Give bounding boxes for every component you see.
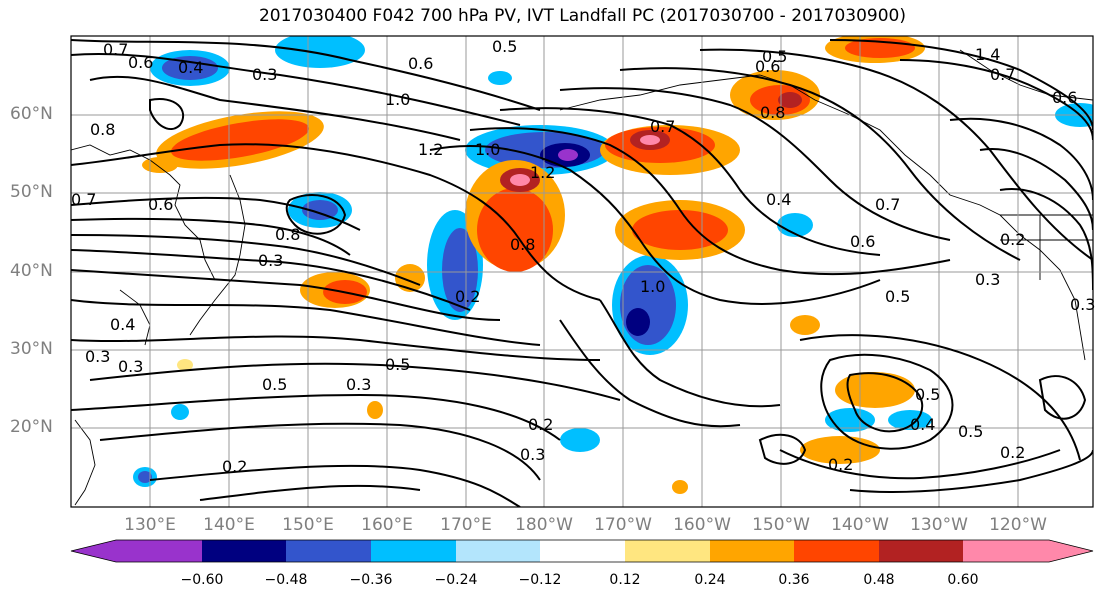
contour-label: 0.2 xyxy=(1000,230,1025,249)
contour-label: 0.6 xyxy=(408,54,433,73)
ivt-contours xyxy=(71,39,1093,507)
lon-label: 140°E xyxy=(203,515,255,535)
map-frame xyxy=(70,35,1094,508)
contour-label: 0.3 xyxy=(346,375,371,394)
colorbar-tick-label: 0.60 xyxy=(947,572,979,588)
contour-label: 0.6 xyxy=(1052,88,1077,107)
colorbar-tick-label: −0.60 xyxy=(180,572,224,588)
colorbar-extend-low xyxy=(71,540,116,562)
colorbar-tick-label: 0.36 xyxy=(778,572,810,588)
colorbar-swatch xyxy=(794,540,879,562)
colorbar-swatch xyxy=(625,540,710,562)
contour-label: 0.2 xyxy=(222,457,247,476)
contour-label: 0.3 xyxy=(252,65,277,84)
contour-label: 0.4 xyxy=(766,190,791,209)
contour-label: 0.6 xyxy=(128,53,153,72)
lon-label: 160°W xyxy=(673,515,731,535)
contour-label: 0.5 xyxy=(492,37,517,56)
colorbar-tick-label: −0.36 xyxy=(349,572,393,588)
pv-anomaly-shading xyxy=(133,36,1093,494)
colorbar-tick-label: −0.24 xyxy=(434,572,478,588)
colorbar-swatch xyxy=(879,540,963,562)
contour-label: 0.7 xyxy=(990,65,1015,84)
contour-label: 0.2 xyxy=(828,455,853,474)
contour-label: 0.8 xyxy=(510,235,535,254)
contour-labels-group: 0.7 0.6 0.4 0.3 0.6 0.5 0.5 0.6 1.4 0.7 … xyxy=(71,37,1095,476)
contour-label: 0.3 xyxy=(1070,295,1095,314)
colorbar-swatch xyxy=(371,540,456,562)
colorbar-tick-label: 0.48 xyxy=(863,572,895,588)
colorbar-tick-label: 0.24 xyxy=(694,572,726,588)
lat-label: 40°N xyxy=(10,261,53,281)
lon-label: 150°W xyxy=(752,515,810,535)
graticule xyxy=(71,36,1093,507)
contour-label: 0.6 xyxy=(850,232,875,251)
contour-label: 0.5 xyxy=(915,385,940,404)
colorbar-extend-high xyxy=(1049,540,1093,562)
contour-label: 0.8 xyxy=(760,103,785,122)
contour-label: 0.5 xyxy=(762,47,787,66)
contour-label: 0.2 xyxy=(1000,443,1025,462)
contour-label: 0.3 xyxy=(520,445,545,464)
lon-label: 130°E xyxy=(124,515,176,535)
contour-label: 0.6 xyxy=(148,195,173,214)
contour-label: 0.7 xyxy=(650,117,675,136)
contour-label: 1.0 xyxy=(385,90,410,109)
lat-label: 50°N xyxy=(10,182,53,202)
lon-label: 120°W xyxy=(989,515,1047,535)
contour-label: 0.3 xyxy=(975,270,1000,289)
contour-label: 1.4 xyxy=(975,45,1000,64)
contour-label: 0.4 xyxy=(110,315,135,334)
lat-label: 60°N xyxy=(10,104,53,124)
colorbar-tick-label: 0.12 xyxy=(609,572,641,588)
lon-label: 160°E xyxy=(361,515,413,535)
contour-label: 0.4 xyxy=(910,415,935,434)
colorbar-swatch xyxy=(116,540,202,562)
lon-label: 150°E xyxy=(282,515,334,535)
contour-label: 0.5 xyxy=(958,422,983,441)
lon-label: 180°W xyxy=(515,515,573,535)
lon-label: 140°W xyxy=(831,515,889,535)
contour-label: 0.7 xyxy=(71,190,96,209)
contour-label: 0.7 xyxy=(875,195,900,214)
contour-label: 0.2 xyxy=(528,415,553,434)
contour-label: 0.2 xyxy=(455,287,480,306)
colorbar-swatch xyxy=(540,540,625,562)
contour-label: 0.8 xyxy=(90,120,115,139)
contour-label: 0.3 xyxy=(118,357,143,376)
contour-label: 1.0 xyxy=(475,140,500,159)
colorbar-tick-label: −0.48 xyxy=(264,572,308,588)
contour-label: 1.2 xyxy=(530,163,555,182)
colorbar-swatch xyxy=(710,540,794,562)
colorbar xyxy=(70,539,1094,563)
contour-label: 1.0 xyxy=(640,277,665,296)
contour-label: 0.5 xyxy=(385,355,410,374)
contour-label: 0.5 xyxy=(262,375,287,394)
contour-label: 1.2 xyxy=(418,140,443,159)
colorbar-tick-label: −0.12 xyxy=(518,572,562,588)
lon-label: 170°W xyxy=(594,515,652,535)
contour-label: 0.7 xyxy=(103,40,128,59)
colorbar-swatch xyxy=(963,540,1049,562)
contour-label: 0.5 xyxy=(885,287,910,306)
contour-label: 0.3 xyxy=(85,347,110,366)
lat-label: 20°N xyxy=(10,417,53,437)
lon-label: 170°E xyxy=(440,515,492,535)
contour-label: 0.8 xyxy=(275,225,300,244)
colorbar-swatch xyxy=(456,540,540,562)
contour-label: 0.4 xyxy=(178,58,203,77)
lat-label: 30°N xyxy=(10,339,53,359)
map-title: 2017030400 F042 700 hPa PV, IVT Landfall… xyxy=(258,6,906,26)
colorbar-swatch xyxy=(286,540,371,562)
colorbar-swatch xyxy=(202,540,286,562)
contour-label: 0.3 xyxy=(258,251,283,270)
lon-label: 130°W xyxy=(910,515,968,535)
contour-label: 0.6 xyxy=(755,57,780,76)
